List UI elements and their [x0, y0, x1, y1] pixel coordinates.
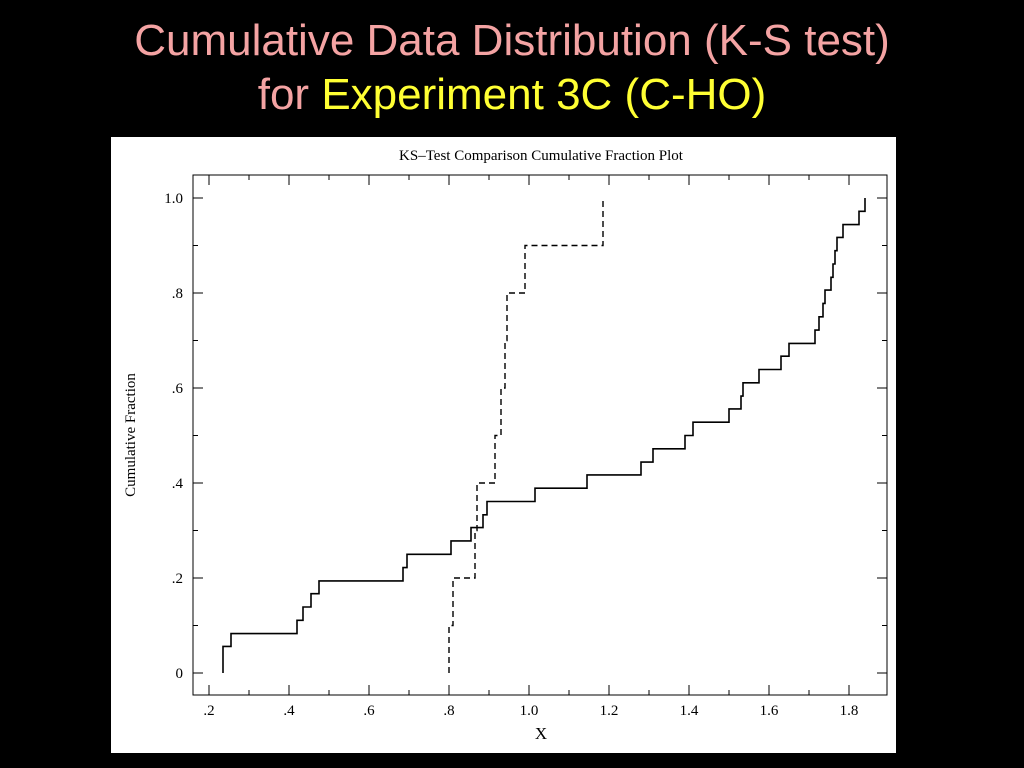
axis-ticks: .2 .4 .6 .8 1.0 1.2 1.4 1.6 1.8 0 .2 .4 .6 .8 1.0: [164, 175, 887, 719]
x-tick-label: 1.2: [600, 703, 619, 719]
series-solid-line: [222, 198, 866, 673]
x-tick-label: .2: [203, 703, 214, 719]
y-tick-label: .2: [172, 571, 183, 587]
data-series: [222, 198, 866, 673]
x-tick-label: 1.0: [520, 703, 539, 719]
y-axis-label: Cumulative Fraction: [123, 373, 139, 497]
x-tick-label: .8: [443, 703, 454, 719]
x-axis-label: X: [535, 724, 547, 743]
y-tick-label: .4: [172, 476, 184, 492]
series-dashed-line: [448, 198, 604, 673]
plot-frame: [192, 174, 888, 696]
x-tick-label: .4: [283, 703, 295, 719]
x-tick-label: .6: [363, 703, 375, 719]
x-tick-label: 1.4: [680, 703, 699, 719]
y-tick-label: 0: [176, 666, 184, 682]
slide-title: Cumulative Data Distribution (K-S test) …: [0, 14, 1024, 122]
chart-panel: KS–Test Comparison Cumulative Fraction P…: [111, 137, 896, 753]
ks-cumulative-plot: KS–Test Comparison Cumulative Fraction P…: [123, 148, 888, 743]
x-tick-label: 1.6: [760, 703, 779, 719]
slide-title-line2-prefix: for: [257, 70, 310, 119]
slide-title-line2-highlight: Experiment 3C (C-HO): [321, 70, 767, 119]
y-tick-label: .6: [172, 381, 184, 397]
y-tick-label: .8: [172, 286, 183, 302]
chart-title: KS–Test Comparison Cumulative Fraction P…: [399, 148, 684, 164]
slide-title-line1: Cumulative Data Distribution (K-S test): [134, 16, 890, 65]
y-tick-label: 1.0: [164, 191, 183, 207]
x-tick-label: 1.8: [840, 703, 859, 719]
slide-title-line2: for Experiment 3C (C-HO): [0, 68, 1024, 122]
